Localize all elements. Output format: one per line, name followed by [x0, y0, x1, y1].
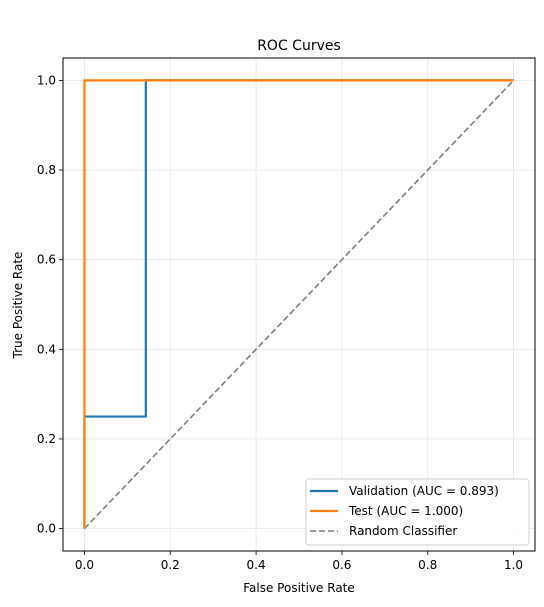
axis-ticks: 0.0 0.2 0.4 0.6 0.8 1.0 0.0 0.2 0.4 0.6 0.8 1.0 [37, 73, 523, 572]
series-line-2 [83, 79, 515, 530]
chart-title: ROC Curves [257, 38, 341, 54]
x-tick-label: 0.4 [247, 558, 266, 572]
x-tick-label: 1.0 [504, 558, 523, 572]
x-tick-label: 0.6 [332, 558, 351, 572]
y-tick-label: 0.2 [37, 432, 56, 446]
x-tick-label: 0.0 [75, 558, 94, 572]
legend-label-2: Random Classifier [349, 524, 457, 538]
y-tick-label: 1.0 [37, 73, 56, 87]
series-line-1 [83, 79, 514, 529]
y-tick-label: 0.4 [37, 342, 56, 356]
y-tick-label: 0.0 [37, 522, 56, 536]
legend-box [305, 478, 530, 546]
series-lines [83, 79, 515, 530]
y-tick-label: 0.6 [37, 253, 56, 267]
y-axis-label: True Positive Rate [11, 252, 25, 360]
plot-frame [62, 57, 536, 552]
legend: Validation (AUC = 0.893) Test (AUC = 1.00… [305, 478, 530, 546]
x-axis-label: False Positive Rate [243, 581, 355, 595]
y-tick-label: 0.8 [37, 163, 56, 177]
x-tick-label: 0.8 [418, 558, 437, 572]
legend-label-0: Validation (AUC = 0.893) [349, 484, 499, 498]
x-tick-label: 0.2 [161, 558, 180, 572]
legend-label-1: Test (AUC = 1.000) [348, 504, 463, 518]
